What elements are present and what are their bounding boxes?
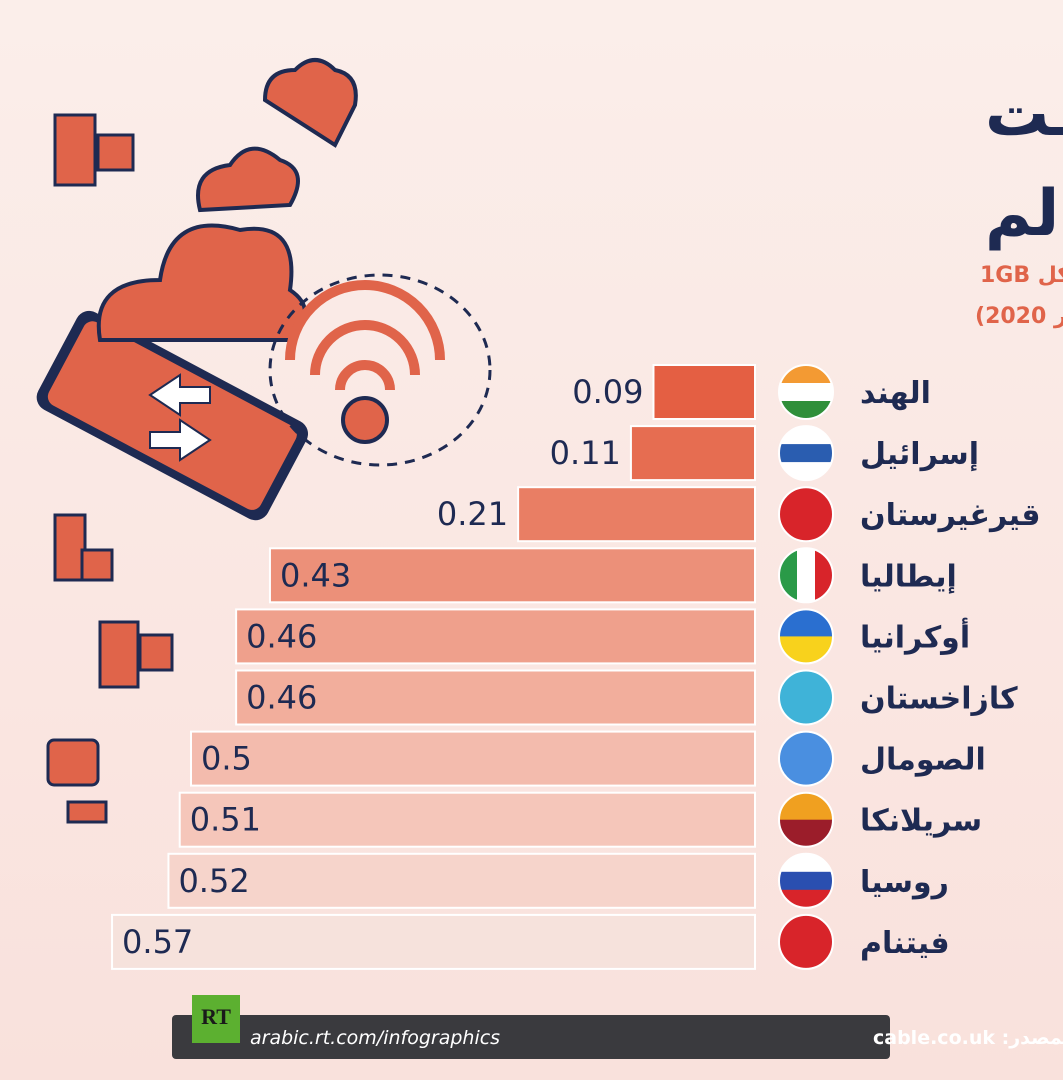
flag-stripe — [779, 670, 833, 725]
bar — [268, 547, 756, 604]
flag-stripe — [779, 487, 833, 542]
category-label: أوكرانيا — [860, 617, 970, 655]
footer-source: المصدر: cable.co.uk — [873, 1027, 1063, 1049]
bar — [517, 486, 756, 543]
value-label: 0.51 — [190, 801, 261, 839]
bar — [235, 608, 756, 665]
subtitle-date: (فبراير 2020) — [975, 304, 1063, 329]
value-label: 0.09 — [572, 373, 643, 411]
category-label: قيرغيرستان — [860, 498, 1041, 533]
flag-ring — [778, 547, 834, 604]
illustration — [36, 58, 492, 824]
flag-ring — [778, 913, 834, 970]
value-label: 0.46 — [246, 617, 317, 655]
flag-stripe — [779, 871, 833, 891]
flag-stripe — [797, 548, 816, 603]
flag-stripe — [779, 426, 833, 446]
value-label: 0.43 — [280, 556, 351, 594]
subtitle: الأرقام بالدولار الأمريكي لكل 1GB — [980, 260, 1063, 288]
value-label: 0.11 — [550, 434, 621, 472]
flag-stripe — [779, 365, 833, 384]
category-label: كازاخستان — [860, 682, 1018, 717]
value-label: 0.5 — [201, 740, 252, 778]
category-label: الصومال — [860, 743, 986, 778]
category-label: فيتنام — [860, 926, 950, 961]
value-label: 0.57 — [122, 923, 193, 961]
value-label: 0.52 — [178, 862, 249, 900]
bar — [190, 730, 756, 787]
title-line-2: للموبايل في العالم — [985, 177, 1063, 251]
flag-stripe — [779, 731, 833, 786]
category-label: سريلانكا — [860, 804, 982, 839]
flag-stripe — [779, 548, 798, 603]
category-label: إسرائيل — [860, 437, 979, 472]
title-line-1: أرخـــص إنترنـــت — [985, 71, 1063, 151]
logo-text: RT — [201, 1004, 231, 1029]
bar — [167, 852, 756, 909]
category-label: إيطاليا — [860, 559, 957, 594]
value-label: 0.21 — [437, 495, 508, 533]
bar — [235, 669, 756, 726]
flag-stripe — [779, 383, 833, 402]
bar — [652, 364, 756, 420]
flag-stripe — [779, 853, 833, 873]
flag-stripe — [779, 914, 833, 969]
bar — [178, 791, 757, 848]
footer-bar — [172, 1015, 890, 1059]
flag-ring — [778, 608, 834, 665]
category-label: الهند — [860, 376, 931, 411]
bar — [111, 913, 757, 970]
flag-ring — [778, 425, 834, 482]
flag-ring — [778, 852, 834, 909]
bars: 0.09 الهند 0.11 إسرائيل 0.21 قيرغيرستان 0.43 إي… — [111, 364, 1041, 970]
flag-ring — [778, 791, 834, 848]
flag-ring — [778, 669, 834, 726]
bar — [629, 425, 756, 482]
flag-ring — [778, 730, 834, 787]
footer-url: arabic.rt.com/infographics — [250, 1027, 500, 1049]
logo — [192, 995, 240, 1043]
flag-ring — [778, 364, 834, 420]
flag-ring — [778, 486, 834, 543]
flag-stripe — [779, 444, 833, 464]
category-label: روسيا — [860, 865, 949, 900]
value-label: 0.46 — [246, 679, 317, 717]
